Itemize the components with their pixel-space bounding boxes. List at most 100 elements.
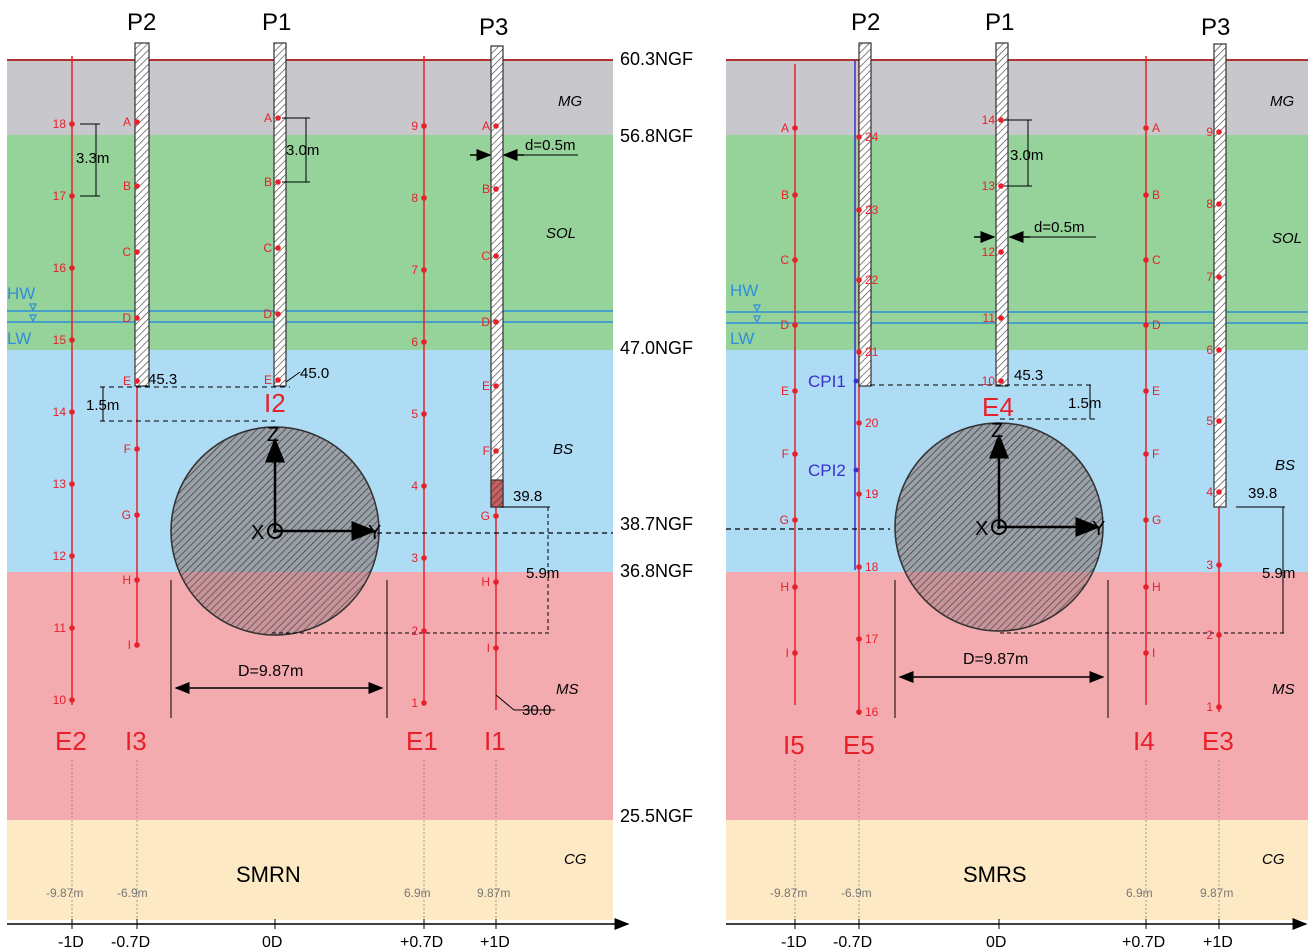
i5-point-label: B — [781, 188, 789, 202]
e1-point — [421, 123, 427, 129]
i1-point — [493, 383, 499, 389]
e3-point — [1216, 201, 1222, 207]
i3-point-label: I — [128, 638, 131, 652]
e5-point — [856, 709, 862, 715]
elev-top: 60.3NGF — [620, 49, 693, 69]
e5-point-label: 18 — [865, 560, 879, 574]
i3-point-label: C — [122, 245, 131, 259]
i3-point — [134, 249, 140, 255]
pile-label-p2: P2 — [851, 9, 880, 36]
i5-point-label: C — [780, 253, 789, 267]
e1-point-label: 7 — [411, 263, 418, 277]
layer-mg — [7, 60, 613, 135]
e5-point — [856, 420, 862, 426]
e1-point-label: 1 — [411, 696, 418, 710]
instrument-name-e4: E4 — [982, 392, 1014, 422]
i5-point — [792, 192, 798, 198]
i4-point-label: D — [1152, 318, 1161, 332]
i1-point-label: E — [482, 379, 490, 393]
i4-point-label: B — [1152, 188, 1160, 202]
layer-cg — [7, 820, 613, 920]
e2-point — [69, 553, 75, 559]
axis-label-x: X — [975, 518, 988, 540]
cpi-label-1: CPI1 — [808, 372, 846, 391]
e2-point-label: 18 — [53, 117, 67, 131]
offset-left-2: -6.9m — [841, 886, 872, 900]
left-measure-points: 18 17 16 15 14 13 12 11 10 A B C D E F G H I A B C D E 9 8 7 6 5 4 3 2… — [53, 111, 499, 710]
e3-point — [1216, 632, 1222, 638]
i1-point — [493, 123, 499, 129]
p1-point-label: D — [263, 307, 272, 321]
water-level-icon — [753, 304, 761, 324]
i5-point — [792, 584, 798, 590]
i4-point-label: A — [1152, 121, 1160, 135]
e2-point — [69, 625, 75, 631]
layer-label-cg: CG — [1262, 851, 1285, 868]
e2-point-label: 12 — [53, 549, 67, 563]
i4-point-label: G — [1152, 513, 1161, 527]
instrument-name-i4: I4 — [1133, 726, 1155, 756]
i4-point-label: I — [1152, 646, 1155, 660]
i3-point — [134, 119, 140, 125]
dim-pile-diameter-label: d=0.5m — [1034, 219, 1084, 236]
section-label: SMRS — [963, 862, 1027, 887]
x-tick-label: 0D — [262, 934, 282, 951]
e5-point — [856, 564, 862, 570]
i1-point — [493, 579, 499, 585]
pile-label-p2: P2 — [127, 9, 156, 36]
e5-point-label: 16 — [865, 705, 879, 719]
i4-point-label: F — [1152, 447, 1159, 461]
e2-point-label: 13 — [53, 477, 67, 491]
i1-point — [493, 253, 499, 259]
i4-point — [1143, 322, 1149, 328]
e3-point-label: 9 — [1206, 125, 1213, 139]
i1-point-label: G — [481, 509, 490, 523]
pile-label-p3: P3 — [479, 14, 508, 41]
layer-label-ms: MS — [556, 681, 579, 698]
dim-3-0m-label: 3.0m — [1010, 147, 1043, 164]
e5-point-label: 24 — [865, 130, 879, 144]
e4-point — [998, 315, 1004, 321]
axis-label-x: X — [251, 522, 264, 544]
hw-label: HW — [7, 284, 35, 303]
layer-label-bs: BS — [1275, 457, 1295, 474]
layer-label-sol: SOL — [1272, 230, 1302, 247]
e5-point-label: 19 — [865, 487, 879, 501]
x-tick-label: +1D — [480, 934, 510, 951]
e2-point — [69, 409, 75, 415]
e1-point — [421, 195, 427, 201]
e4-point-label: 10 — [982, 374, 996, 388]
lw-label: LW — [7, 329, 31, 348]
layer-label-mg: MG — [1270, 93, 1294, 110]
e1-point — [421, 339, 427, 345]
instrument-name-i3: I3 — [125, 726, 147, 756]
e5-point — [856, 491, 862, 497]
axis-label-y: Y — [1092, 518, 1105, 540]
p1-point — [275, 115, 281, 121]
i5-point-label: H — [780, 580, 789, 594]
x-tick-label: -0.7D — [833, 934, 872, 951]
e1-point-label: 6 — [411, 335, 418, 349]
e4-point-label: 14 — [982, 113, 996, 127]
p1-point-label: A — [264, 111, 272, 125]
e5-point-label: 20 — [865, 416, 879, 430]
e1-point-label: 8 — [411, 191, 418, 205]
e3-point-label: 4 — [1206, 485, 1213, 499]
e3-point-label: 5 — [1206, 414, 1213, 428]
offset-right-1: 6.9m — [404, 886, 431, 900]
i3-point-label: H — [122, 573, 131, 587]
e2-point — [69, 337, 75, 343]
i3-point — [134, 315, 140, 321]
i5-point — [792, 451, 798, 457]
e1-point — [421, 411, 427, 417]
i3-point — [134, 577, 140, 583]
i1-point-label: B — [482, 182, 490, 196]
e3-point-label: 3 — [1206, 558, 1213, 572]
instrument-name-i2: I2 — [264, 388, 286, 418]
layer-label-bs: BS — [553, 441, 573, 458]
e4-point — [998, 249, 1004, 255]
layer-label-mg: MG — [558, 93, 582, 110]
i4-point — [1143, 125, 1149, 131]
e2-point — [69, 193, 75, 199]
i5-point — [792, 650, 798, 656]
